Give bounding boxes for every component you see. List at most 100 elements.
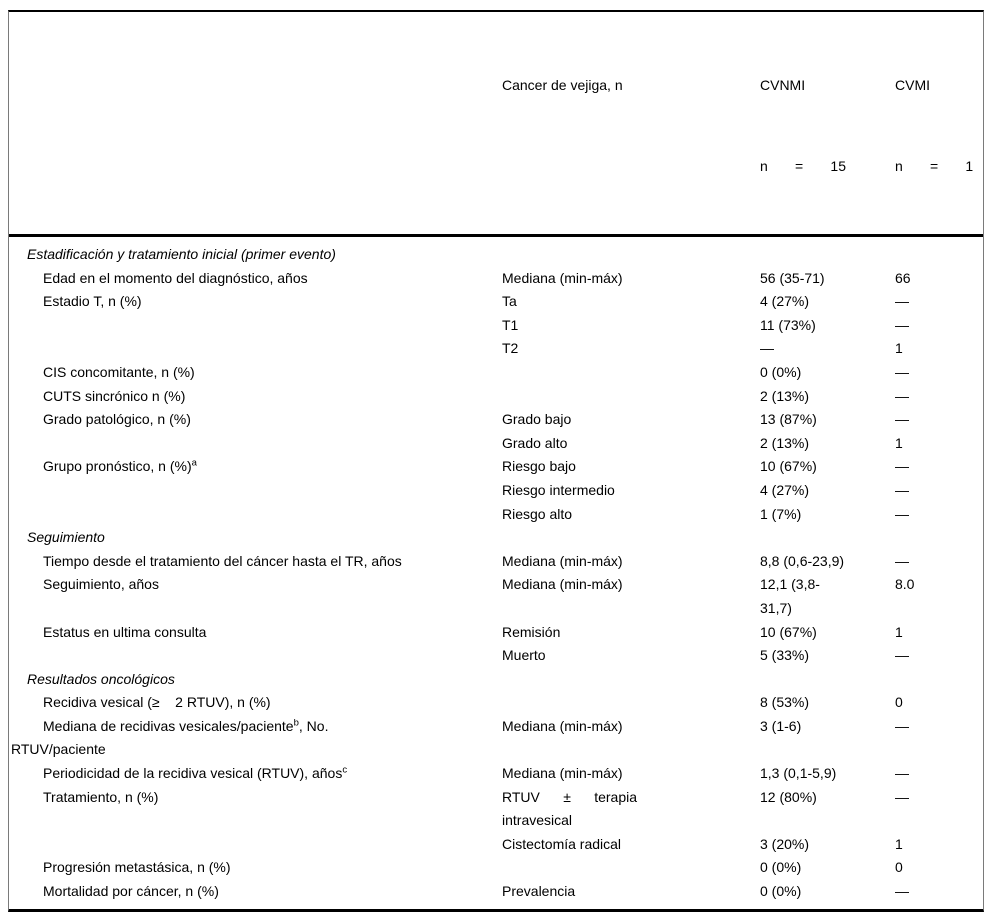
row-label: Seguimiento, años <box>9 573 502 620</box>
cvmi-value-cell: — <box>895 363 909 380</box>
row-label <box>9 479 502 503</box>
row-label: Grado patológico, n (%) <box>9 408 502 432</box>
table-row: Seguimiento, años Mediana (min-máx) 12,1 (… <box>9 573 983 620</box>
table-header: Cancer de vejiga, n CVNMI n = 15 CVMI n … <box>9 12 983 236</box>
footnote-marker-c: c <box>342 764 348 776</box>
cvmi-value-cell: — <box>895 481 909 498</box>
measure-cell: Cistectomía radical <box>502 835 622 852</box>
table-row: Periodicidad de la recidiva vesical (RTU… <box>9 762 983 786</box>
measure-cell <box>502 361 760 385</box>
cvmi-value-cell: 0 <box>895 859 903 876</box>
cvmi-value-cell: 8.0 <box>895 576 915 593</box>
cvnmi-value-cell: 10 (67%) <box>760 623 817 640</box>
cvnmi-value-cell: 3 (20%) <box>760 835 810 852</box>
row-label-text: Periodicidad de la recidiva vesical (RTU… <box>43 765 343 782</box>
row-label: Grupo pronóstico, n (%)a <box>9 455 502 479</box>
measure-cell: Remisión <box>502 623 561 640</box>
measure-cell: Mediana (min-máx) <box>502 717 623 734</box>
cvnmi-value-cell: 12 (80%) <box>760 788 817 805</box>
cvmi-value-cell: 66 <box>895 269 911 286</box>
table-row: Mortalidad por cáncer, n (%) Prevalencia 0… <box>9 880 983 909</box>
table-row: T2 — 1 <box>9 337 983 361</box>
measure-cell <box>502 668 760 692</box>
column-header-bladder-cancer: Cancer de vejiga, n <box>502 12 760 236</box>
cvmi-value-cell: — <box>895 647 909 664</box>
row-label: Estadio T, n (%) <box>9 290 502 314</box>
measure-cell <box>502 691 760 715</box>
measure-cell <box>502 385 760 409</box>
row-label-text: Tratamiento, n (%) <box>43 788 159 805</box>
cvnmi-value-cell: 4 (27%) <box>760 481 810 498</box>
row-label-text: Estadificación y tratamiento inicial (pr… <box>27 246 336 262</box>
table-row: CIS concomitante, n (%) 0 (0%) — <box>9 361 983 385</box>
footnote-marker-a: a <box>191 457 197 469</box>
row-label: Tratamiento, n (%) <box>9 786 502 833</box>
cvmi-value-cell: 1 <box>895 623 903 640</box>
measure-cell: Prevalencia <box>502 883 576 900</box>
table-row: Riesgo intermedio 4 (27%) — <box>9 479 983 503</box>
row-label: Mediana de recidivas vesicales/pacienteb… <box>9 715 502 762</box>
measure-cell <box>502 856 760 880</box>
cvnmi-value-cell: 0 (0%) <box>760 859 802 876</box>
cvnmi-value-cell: 4 (27%) <box>760 293 810 310</box>
cvmi-value-cell: — <box>895 505 909 522</box>
table-row: Mediana de recidivas vesicales/pacienteb… <box>9 715 983 762</box>
row-label-text: Mortalidad por cáncer, n (%) <box>43 883 219 900</box>
row-label <box>9 833 502 857</box>
row-label <box>9 503 502 527</box>
cvmi-value-cell: — <box>895 411 909 428</box>
cvnmi-value-cell: 56 (35-71) <box>760 269 825 286</box>
table-section-row: Estadificación y tratamiento inicial (pr… <box>9 236 983 267</box>
row-label-text: CUTS sincrónico n (%) <box>43 387 186 404</box>
measure-cell: Mediana (min-máx) <box>502 269 623 286</box>
clinical-data-table: Cancer de vejiga, n CVNMI n = 15 CVMI n … <box>9 12 983 909</box>
measure-cell: Riesgo intermedio <box>502 481 615 498</box>
row-label: CIS concomitante, n (%) <box>9 361 502 385</box>
table-row: Grupo pronóstico, n (%)a Riesgo bajo 10 (6… <box>9 455 983 479</box>
section-label: Seguimiento <box>9 526 502 550</box>
measure-cell: T2 <box>502 340 519 357</box>
row-label-text: Recidiva vesical (≥ 2 RTUV), n (%) <box>43 694 271 711</box>
column-header-cvmi-count: n = 1 <box>895 158 974 174</box>
cvnmi-value-cell: 0 (0%) <box>760 363 802 380</box>
measure-cell: Mediana (min-máx) <box>502 576 623 593</box>
row-label: Edad en el momento del diagnóstico, años <box>9 267 502 291</box>
row-label-text: Grado patológico, n (%) <box>43 411 191 428</box>
cvmi-value-cell: 1 <box>895 835 903 852</box>
table-row: Recidiva vesical (≥ 2 RTUV), n (%) 8 (53%… <box>9 691 983 715</box>
cvmi-value-cell: — <box>895 717 909 734</box>
cvnmi-value-cell: 8 (53%) <box>760 694 810 711</box>
row-label-text: Seguimiento, años <box>43 576 159 593</box>
cvmi-value-cell: — <box>895 788 909 805</box>
cvmi-value-cell <box>895 668 983 692</box>
table-row: Progresión metastásica, n (%) 0 (0%) 0 <box>9 856 983 880</box>
row-label <box>9 644 502 668</box>
measure-cell: Mediana (min-máx) <box>502 552 623 569</box>
cvnmi-value-cell: 5 (33%) <box>760 647 810 664</box>
cvnmi-value-cell: 0 (0%) <box>760 883 802 900</box>
cvnmi-value-cell: 8,8 (0,6-23,9) <box>760 552 845 569</box>
cvnmi-value-cell: 13 (87%) <box>760 411 817 428</box>
row-label-text: Tiempo desde el tratamiento del cáncer h… <box>43 552 402 569</box>
cvmi-value-cell: 0 <box>895 694 903 711</box>
cvmi-value-cell <box>895 526 983 550</box>
row-label-text: Estatus en ultima consulta <box>43 623 207 640</box>
section-label: Estadificación y tratamiento inicial (pr… <box>9 236 502 267</box>
measure-cell: T1 <box>502 316 519 333</box>
cvnmi-value-cell: 1 (7%) <box>760 505 802 522</box>
cvmi-value-cell: — <box>895 316 909 333</box>
cvnmi-value-cell: 1,3 (0,1-5,9) <box>760 765 837 782</box>
table-row: Tiempo desde el tratamiento del cáncer h… <box>9 550 983 574</box>
row-label: Progresión metastásica, n (%) <box>9 856 502 880</box>
section-label: Resultados oncológicos <box>9 668 502 692</box>
measure-cell: Grado bajo <box>502 411 572 428</box>
column-header-variables <box>9 12 502 236</box>
table-row: Cistectomía radical 3 (20%) 1 <box>9 833 983 857</box>
column-header-cvmi: CVMI n = 1 <box>895 12 983 236</box>
row-label-text: CIS concomitante, n (%) <box>43 363 195 380</box>
cvmi-value-cell: 1 <box>895 340 903 357</box>
table-row: Edad en el momento del diagnóstico, años… <box>9 267 983 291</box>
row-label-text: Seguimiento <box>27 529 105 546</box>
row-label: CUTS sincrónico n (%) <box>9 385 502 409</box>
table-row: Estatus en ultima consulta Remisión 10 (67… <box>9 621 983 645</box>
